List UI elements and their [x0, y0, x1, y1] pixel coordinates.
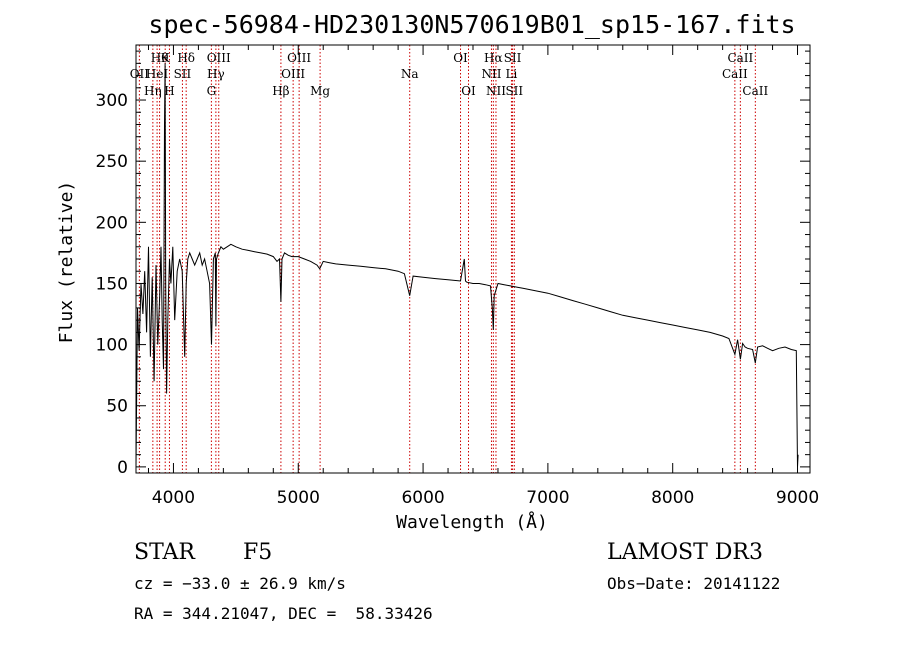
line-label-3: Hθ: [151, 51, 169, 65]
line-label-20: NII: [486, 84, 506, 98]
line-label-14: Mg: [310, 84, 330, 98]
redshift-readout: cz = −33.0 ± 26.9 km/s: [134, 574, 346, 593]
x-axis-label: Wavelength (Å): [396, 511, 548, 533]
y-axis-ticks: 0 50 100 150 200 250 300: [96, 50, 810, 478]
line-label-1: Hη: [144, 84, 162, 98]
line-label-23: SII: [505, 84, 523, 98]
line-label-24: CaII: [722, 67, 748, 81]
survey-name: LAMOST DR3: [607, 540, 763, 565]
line-label-8: G: [207, 84, 217, 98]
x-tick-label-4: 8000: [651, 488, 694, 508]
line-label-4: K: [161, 51, 171, 65]
x-tick-label-2: 6000: [401, 488, 444, 508]
line-label-6: SII: [174, 67, 192, 81]
line-label-21: Li: [506, 67, 518, 81]
line-label-13: OIII: [287, 51, 311, 65]
x-tick-label-0: 4000: [152, 488, 195, 508]
observation-date: Obs−Date: 20141122: [607, 574, 781, 593]
line-label-16: OI: [453, 51, 468, 65]
line-label-26: CaII: [742, 84, 768, 98]
line-label-9: Hγ: [207, 67, 225, 81]
line-label-5: H: [164, 84, 174, 98]
plot-frame: [135, 44, 811, 474]
y-axis-label: Flux (relative): [56, 181, 77, 344]
y-tick-label-1: 50: [106, 397, 128, 417]
y-tick-label-3: 150: [96, 274, 128, 294]
y-tick-label-6: 300: [96, 91, 128, 111]
line-label-17: OI: [461, 84, 476, 98]
x-tick-label-5: 9000: [776, 488, 819, 508]
spectral-line-markers: [138, 45, 756, 473]
coordinates-readout: RA = 344.21047, DEC = 58.33426: [134, 604, 433, 623]
line-label-2: HeI: [146, 67, 169, 81]
spectral-line-labels: OIIHηHeIHθKHSIIHδGHγOIIIHβOIIIOIIIMgNaOI…: [130, 51, 769, 98]
line-label-11: Hβ: [272, 84, 289, 98]
chart-title: spec-56984-HD230130N570619B01_sp15-167.f…: [148, 10, 795, 39]
line-label-19: Hα: [484, 51, 503, 65]
y-tick-label-0: 0: [117, 458, 128, 478]
object-subclass: F5: [243, 540, 273, 565]
y-tick-label-4: 200: [96, 213, 128, 233]
line-label-22: SII: [504, 51, 522, 65]
object-class: STAR: [134, 540, 195, 565]
line-label-15: Na: [401, 67, 419, 81]
line-label-0: OII: [130, 67, 150, 81]
y-tick-label-2: 100: [96, 336, 128, 356]
line-label-25: CaII: [727, 51, 753, 65]
spectrum-series-line: [135, 63, 799, 467]
line-label-18: NII: [481, 67, 501, 81]
x-tick-label-3: 7000: [526, 488, 569, 508]
x-axis-ticks: 4000 5000 6000 7000 8000 9000: [147, 45, 819, 508]
y-tick-label-5: 250: [96, 152, 128, 172]
x-tick-label-1: 5000: [277, 488, 320, 508]
line-label-7: Hδ: [177, 51, 195, 65]
line-label-10: OIII: [207, 51, 231, 65]
line-label-12: OIII: [281, 67, 305, 81]
